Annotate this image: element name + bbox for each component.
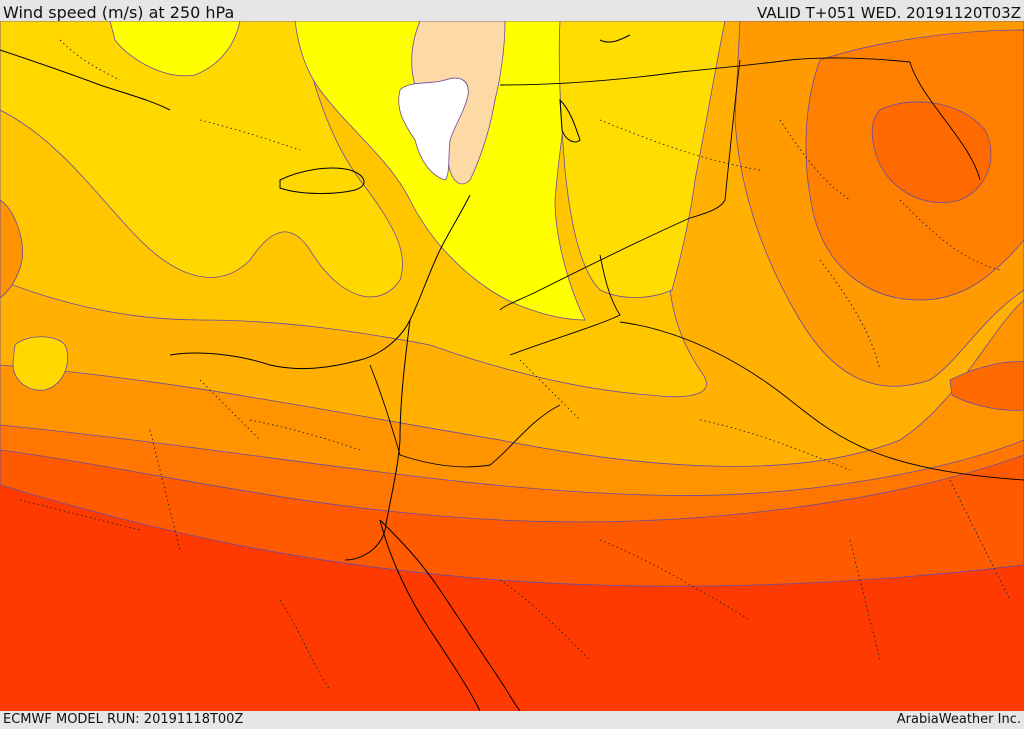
country-borders (369, 57, 1024, 481)
credit: ArabiaWeather Inc. (896, 712, 1021, 727)
band-nw-yellow (109, 21, 241, 77)
valid-time: VALID T+051 WED. 20191120T03Z (756, 4, 1021, 22)
coastlines (0, 34, 631, 711)
band-east-strip (949, 361, 1024, 411)
wind-speed-map[interactable] (0, 21, 1024, 711)
province-boundaries (19, 39, 1011, 691)
band-yellow-east (558, 21, 726, 298)
band-west-orange-patch (0, 199, 23, 299)
band-ne-core (871, 101, 992, 203)
map-title: Wind speed (m/s) at 250 hPa (3, 3, 235, 22)
red-sea (379, 519, 521, 711)
band-white (398, 77, 469, 181)
header-bar (0, 0, 1024, 21)
model-run: ECMWF MODEL RUN: 20191118T00Z (3, 712, 244, 727)
band-west-gold (0, 21, 403, 298)
band-small-circle (12, 336, 69, 391)
footer-bar (0, 711, 1024, 729)
